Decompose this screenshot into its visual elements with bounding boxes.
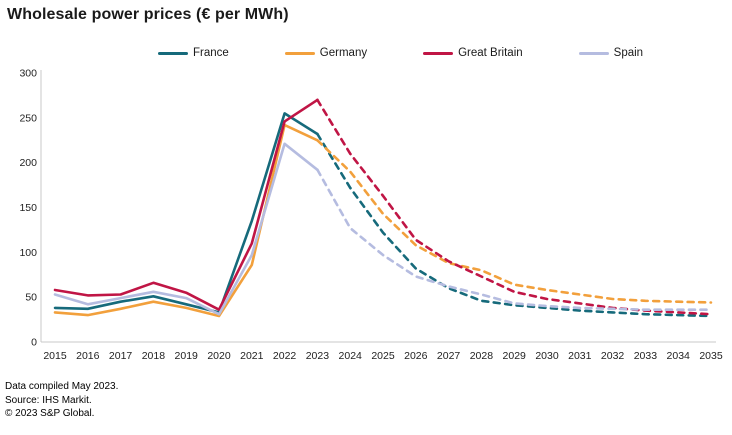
y-tick-label: 150 [19, 202, 37, 214]
series-line-germany-forecast [316, 139, 713, 304]
y-tick-label: 0 [31, 337, 37, 349]
x-tick-label: 2031 [568, 350, 592, 362]
series-line-great-britain-solid [53, 98, 319, 312]
x-tick-label: 2026 [404, 350, 428, 362]
x-tick-label: 2023 [306, 350, 330, 362]
legend-item-great-britain: Great Britain [423, 47, 523, 59]
x-tick-label: 2016 [76, 350, 100, 362]
price-chart: 0 50 100 150 200 250 300 2015 2016 2017 2018 2019 20… [0, 50, 732, 380]
legend-item-germany: Germany [284, 47, 368, 59]
plot-svg: 0 50 100 150 200 250 300 2015 2016 2017 2018 2019 20… [19, 68, 723, 363]
x-tick-label: 2030 [535, 350, 559, 362]
y-tick-label: 100 [19, 247, 37, 259]
legend-item-spain: Spain [578, 47, 644, 59]
x-tick-label: 2033 [634, 350, 658, 362]
x-tick-label: 2020 [207, 350, 231, 362]
x-tick-label: 2029 [503, 350, 527, 362]
legend-swatch-great-britain [423, 51, 454, 55]
legend-label-france: France [193, 47, 229, 59]
series-line-great-britain-forecast [316, 98, 713, 316]
x-tick-label: 2018 [142, 350, 166, 362]
x-tick-label: 2028 [470, 350, 494, 362]
series-line-spain-forecast [316, 168, 713, 312]
series-line-spain-solid [53, 142, 319, 316]
x-tick-label: 2017 [109, 350, 133, 362]
x-tick-label: 2021 [240, 350, 264, 362]
x-tick-label: 2022 [273, 350, 297, 362]
x-tick-label: 2034 [667, 350, 691, 362]
legend-item-france: France [158, 47, 229, 59]
legend-label-great-britain: Great Britain [458, 47, 523, 59]
y-tick-label: 200 [19, 157, 37, 169]
chart-footer: Data compiled May 2023. Source: IHS Mark… [5, 380, 118, 421]
x-tick-label: 2027 [437, 350, 461, 362]
legend-swatch-france [158, 51, 188, 55]
legend-swatch-germany [284, 51, 315, 55]
x-tick-label: 2032 [601, 350, 625, 362]
legend-swatch-spain [578, 51, 609, 55]
y-tick-label: 300 [19, 68, 37, 80]
legend: France Germany Great Britain Spain [158, 47, 643, 59]
x-tick-label: 2019 [175, 350, 199, 362]
x-tick-label: 2035 [699, 350, 723, 362]
x-tick-label: 2015 [43, 350, 67, 362]
legend-label-spain: Spain [613, 47, 644, 59]
y-tick-label: 250 [19, 112, 37, 124]
series-line-france-forecast [316, 132, 713, 318]
x-tick-label: 2024 [339, 350, 363, 362]
footer-compiled: Data compiled May 2023. [5, 381, 119, 392]
series-line-germany-solid [53, 123, 319, 318]
footer-source: Source: IHS Markit. [5, 394, 92, 406]
footer-copyright: © 2023 S&P Global. [5, 408, 95, 419]
y-tick-label: 50 [25, 292, 37, 304]
series-line-france-solid [53, 112, 319, 314]
x-tick-label: 2025 [371, 350, 395, 362]
chart-title: Wholesale power prices (€ per MWh) [7, 6, 289, 23]
legend-label-germany: Germany [319, 47, 368, 59]
